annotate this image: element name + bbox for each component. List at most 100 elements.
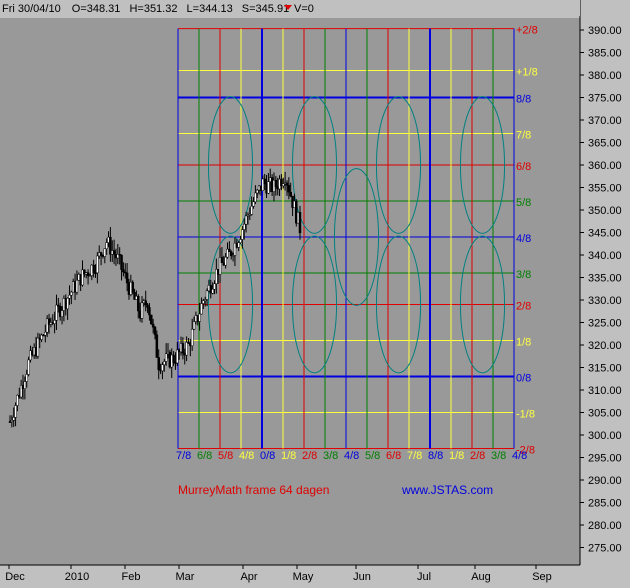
mm-time-label: 7/8 [407,450,422,462]
candle-body [261,178,265,191]
header-date: Fri 30/04/10 [2,3,61,15]
candle-body [252,201,255,207]
mm-time-label: 6/8 [386,450,401,462]
candle-body [161,364,164,372]
candle-body [150,314,153,325]
mm-circle [333,168,380,306]
candle-body [116,254,120,259]
candle-body [287,185,291,193]
candle-body [144,300,147,306]
candle-body [40,334,43,340]
mm-level-label: +2/8 [516,25,538,37]
y-tick-label: 295.00 [588,453,622,465]
website-label: www.JSTAS.com [401,483,493,497]
mm-level-label: 7/8 [516,130,531,142]
y-tick-label: 370.00 [588,115,622,127]
candle-body [8,421,12,423]
candle-body [86,272,90,276]
candle-body [125,272,129,284]
mm-time-label: 6/8 [197,450,212,462]
candle-body [190,328,194,347]
candle-body [228,248,231,252]
y-tick-label: 320.00 [588,340,622,352]
candle-body [137,295,140,312]
mm-circle [291,235,338,374]
candle-body [12,417,15,421]
mm-circle [207,96,254,234]
candle-body [92,264,95,273]
mm-level-label: 4/8 [516,233,531,245]
candle-body [237,242,240,248]
candle-body [23,381,27,389]
murrey-time-labels: 7/8 6/8 5/8 4/8 0/8 1/8 2/8 3/8 4/8 5/8 6/8 7/8 8/8 1… [176,450,527,462]
y-tick-label: 280.00 [588,520,622,532]
mm-circle [375,235,422,374]
candle-body [202,300,205,304]
candle-body [25,374,28,382]
candle-body [14,405,17,418]
y-tick-label: 380.00 [588,70,622,82]
mm-time-label: 4/8 [239,450,254,462]
y-tick-label: 275.00 [588,543,622,555]
candle-body [83,269,86,275]
candle-body [233,242,237,256]
candle-body [118,254,121,256]
candle-body [250,205,253,215]
candle-body [248,214,252,216]
y-tick-label: 285.00 [588,498,622,510]
y-tick-label: 390.00 [588,25,622,37]
mm-time-label: 5/8 [218,450,233,462]
candle-body [133,292,136,300]
candle-body [36,337,40,357]
candle-body [122,269,125,273]
mm-time-label: 3/8 [491,450,506,462]
candle-body [215,269,218,285]
candle-body [285,182,289,186]
candle-body [155,334,159,358]
y-tick-label: 355.00 [588,183,622,195]
mm-circle [459,96,506,234]
plot-area[interactable] [0,18,580,565]
candle-body [192,321,196,330]
candle-body [229,251,233,257]
candle-body [99,252,103,256]
candle-body [75,279,79,293]
candle-body [151,323,155,328]
mm-time-label: 4/8 [344,450,359,462]
mm-level-label: 6/8 [516,161,531,173]
candle-body [60,310,64,317]
candle-body [68,294,71,299]
mm-time-label: 0/8 [260,450,275,462]
candle-body [263,178,266,185]
murrey-level-labels: +2/8 +1/8 8/8 7/8 6/8 5/8 4/8 3/8 2/8 1/8 0/8 -1/8 -… [516,25,538,457]
candle-body [282,183,285,187]
candle-body [88,275,92,277]
candle-body [53,320,56,324]
candle-body [109,236,112,255]
x-tick-label: Aug [471,571,491,583]
candle-body [213,283,216,290]
candle-body [239,239,242,243]
candle-body [42,334,45,337]
time-axis: Dec 2010 Feb Mar Apr May Jun Jul Aug Sep [5,565,552,583]
candle-body [164,353,168,362]
mm-level-label: -1/8 [516,409,535,421]
mm-time-label: 1/8 [449,450,464,462]
candle-body [103,248,107,257]
price-axis: 275.00 280.00 285.00 290.00 295.00 300.00 305.… [580,25,622,555]
candle-body [176,349,179,364]
candle-body [241,229,244,240]
candle-body [181,343,185,354]
candle-body [226,248,229,258]
candle-body [211,288,214,294]
candle-body [29,350,32,361]
x-tick-label: May [293,571,314,583]
y-tick-label: 375.00 [588,93,622,105]
frame-label: MurreyMath frame 64 dagen [178,483,329,497]
candle-body [203,299,207,301]
candle-body [124,271,127,274]
candle-body [172,354,175,363]
candle-body [200,303,203,315]
